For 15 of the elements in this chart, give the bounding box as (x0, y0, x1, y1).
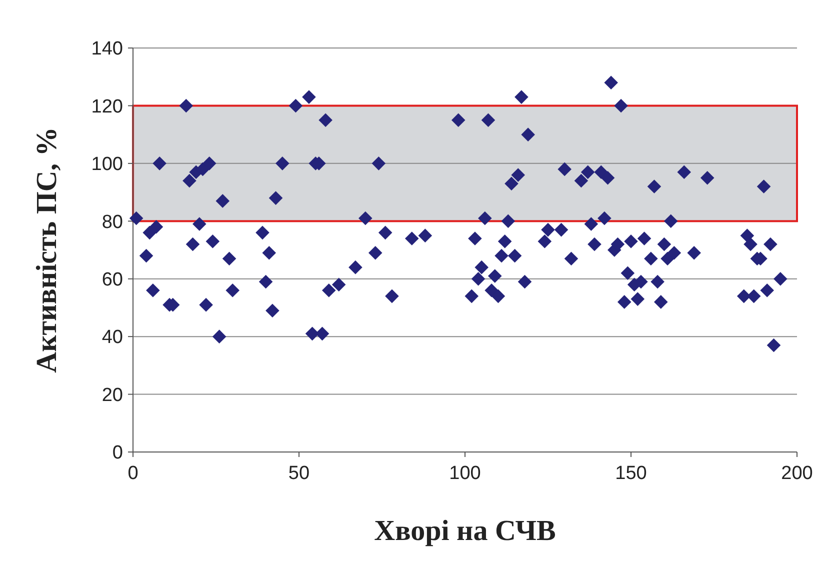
x-tick-label: 50 (288, 463, 310, 484)
y-tick-label: 0 (112, 442, 123, 464)
y-axis-title: Активність ПС, % (31, 127, 63, 373)
y-tick-label: 40 (102, 327, 123, 348)
y-tick-label: 100 (91, 154, 123, 176)
x-axis-title: Хворі на СЧВ (374, 515, 556, 547)
y-tick-label: 80 (102, 212, 123, 233)
x-tick-label: 150 (615, 463, 647, 484)
y-tick-label: 120 (91, 96, 123, 118)
y-tick-label: 140 (91, 38, 123, 60)
x-tick-label: 200 (781, 463, 813, 484)
y-tick-label: 60 (102, 270, 123, 291)
x-tick-label: 0 (128, 463, 138, 484)
x-tick-label: 100 (449, 463, 481, 484)
y-tick-label: 20 (102, 384, 123, 406)
